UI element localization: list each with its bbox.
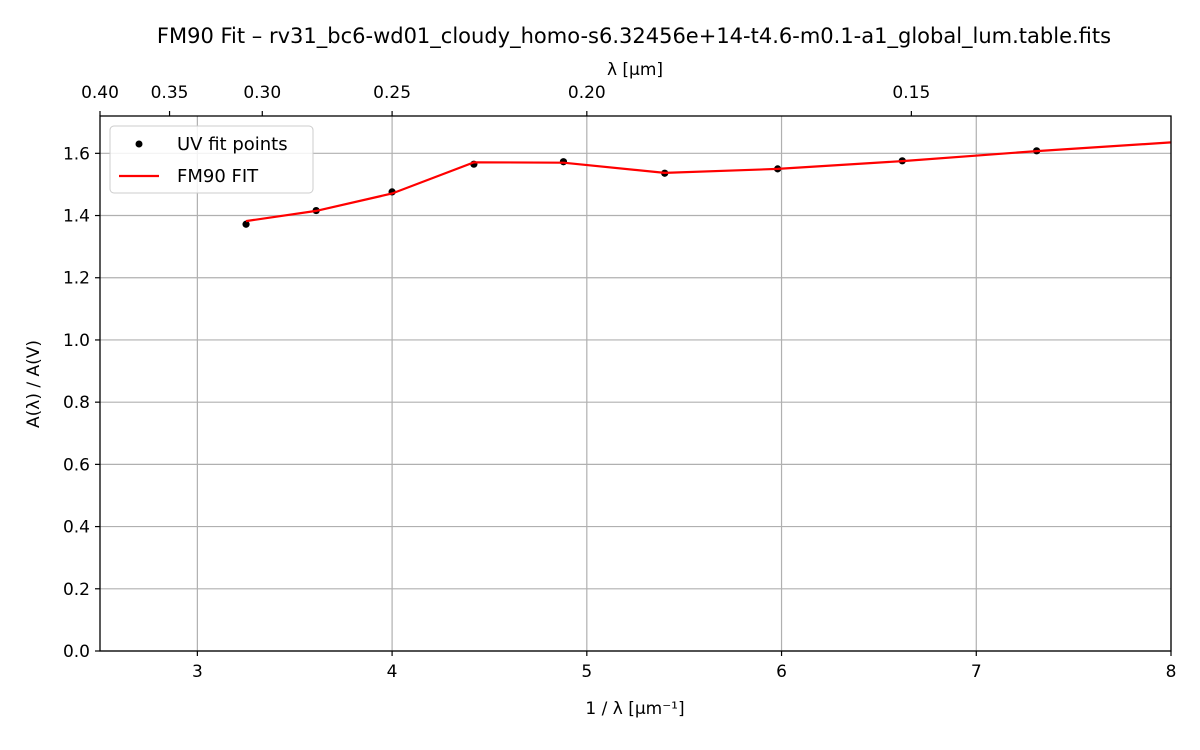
legend-label-fm90-fit: FM90 FIT: [177, 166, 259, 187]
y-tick-label: 1.2: [63, 269, 90, 289]
y-axis: 0.0 0.2 0.4 0.6 0.8 1.0 1.2 1.4 1.6: [63, 144, 100, 662]
grid: [100, 116, 1172, 652]
series-line-fm90-fit: [245, 141, 1172, 223]
y-tick-label: 1.4: [63, 207, 90, 227]
y-tick-label: 0.4: [63, 518, 90, 538]
x-tick-label: 8: [1166, 662, 1177, 682]
y-tick-label: 1.6: [63, 144, 90, 164]
x-tick-label: 4: [387, 662, 398, 682]
chart-title: FM90 Fit – rv31_bc6-wd01_cloudy_homo-s6.…: [157, 24, 1111, 49]
plot-frame: [99, 115, 1172, 652]
top-x-tick-label: 0.15: [892, 83, 930, 103]
x-axis: 3 4 5 6 7 8: [192, 651, 1176, 682]
x-tick-label: 6: [776, 662, 787, 682]
y-tick-label: 1.0: [63, 331, 90, 351]
top-x-tick-label: 0.35: [151, 83, 189, 103]
top-x-axis-label: λ [μm]: [607, 60, 663, 80]
plot-series: [242, 141, 1172, 228]
legend-marker-uv-fit-points: [135, 140, 143, 148]
top-x-tick-label: 0.25: [373, 83, 411, 103]
legend-label-uv-fit-points: UV fit points: [177, 134, 288, 155]
x-tick-label: 5: [581, 662, 592, 682]
top-x-tick-label: 0.40: [81, 83, 119, 103]
top-x-tick-label: 0.30: [243, 83, 281, 103]
x-tick-label: 3: [192, 662, 203, 682]
y-tick-label: 0.6: [63, 455, 90, 475]
y-axis-label: A(λ) / A(V): [24, 340, 44, 428]
y-tick-label: 0.8: [63, 393, 90, 413]
legend: UV fit points FM90 FIT: [109, 125, 314, 194]
y-tick-label: 0.0: [63, 642, 90, 662]
top-x-tick-label: 0.20: [568, 83, 606, 103]
x-axis-label: 1 / λ [μm⁻¹]: [585, 699, 684, 719]
top-x-axis: 0.40 0.35 0.30 0.25 0.20 0.15: [81, 83, 930, 116]
data-point-uv-fit-points: [242, 220, 250, 228]
x-tick-label: 7: [971, 662, 982, 682]
legend-box: [109, 125, 314, 194]
y-tick-label: 0.2: [63, 580, 90, 600]
